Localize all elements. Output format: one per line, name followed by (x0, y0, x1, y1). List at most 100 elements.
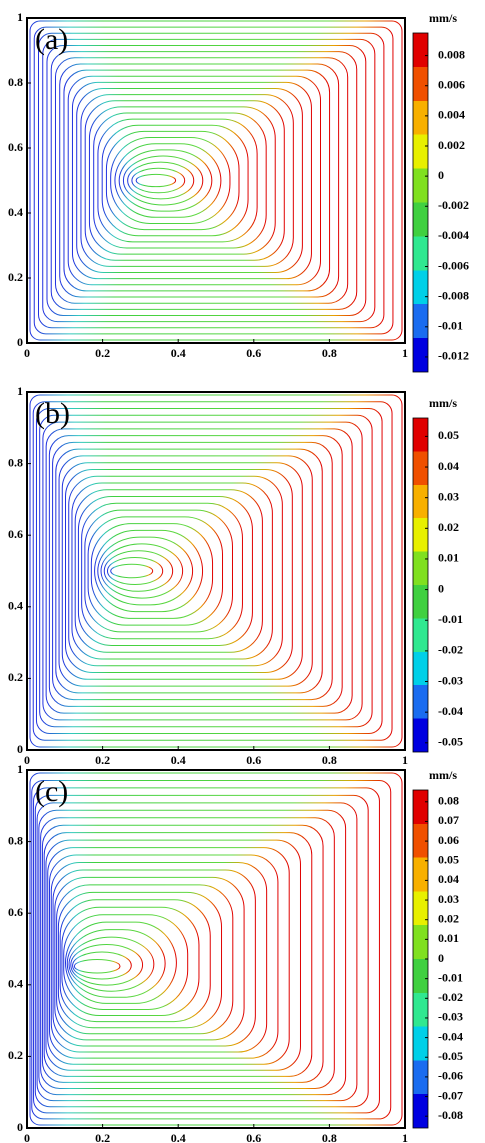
y-tick-label: 0 (17, 742, 23, 756)
colorbar-tick-label: -0.012 (438, 349, 469, 363)
streamline (29, 20, 403, 341)
colorbar-tick-label: 0.002 (438, 138, 465, 152)
y-tick-label: 1 (17, 762, 23, 776)
streamline (77, 496, 253, 646)
streamline (49, 854, 279, 1059)
colorbar-tick-label: 0.01 (438, 551, 459, 565)
x-tick-label: 0.6 (246, 1131, 261, 1143)
y-tick-label: 1 (17, 384, 23, 398)
colorbar-tick-label: 0.08 (438, 794, 459, 808)
colorbar-title: mm/s (429, 11, 457, 25)
streamline (31, 779, 392, 1120)
streamline (80, 94, 294, 267)
streamline (81, 502, 243, 640)
streamline (54, 57, 349, 304)
colorbar-tick-label: -0.004 (438, 228, 469, 242)
colorbar-tick-label: 0 (438, 581, 444, 595)
x-tick-label: 0.4 (171, 1131, 186, 1143)
streamline (58, 455, 313, 687)
streamline (76, 87, 303, 274)
streamline (97, 118, 258, 243)
y-tick-label: 0.8 (8, 833, 23, 847)
colorbar-tick-label: -0.03 (438, 673, 463, 687)
y-tick-label: 0.6 (8, 905, 23, 919)
y-tick-label: 0.4 (8, 205, 23, 219)
streamline (34, 794, 369, 1108)
panel-label: (a) (35, 23, 68, 56)
colorbar-tick-label: 0.05 (438, 428, 459, 442)
y-tick-label: 0.6 (8, 140, 23, 154)
colorbar-tick-label: 0.006 (438, 77, 465, 91)
colorbar-tick-label: -0.01 (438, 970, 463, 984)
colorbar-tick-label: -0.01 (438, 612, 463, 626)
x-tick-label: 0.6 (246, 346, 261, 360)
colorbar-tick-label: -0.03 (438, 1010, 463, 1024)
x-tick-label: 0.6 (246, 753, 261, 767)
streamline (72, 951, 132, 980)
streamline (122, 155, 204, 206)
streamline (70, 944, 144, 986)
y-tick-label: 0.4 (8, 599, 23, 613)
plot-frame (26, 769, 406, 1129)
streamline (100, 543, 184, 599)
streamline (33, 26, 394, 335)
x-tick-label: 1 (402, 1131, 408, 1143)
colorbar-tick-label: 0 (438, 951, 444, 965)
colorbar-tick-label: 0.04 (438, 459, 459, 473)
streamline (59, 899, 211, 1023)
plot-frame (26, 391, 406, 751)
streamline (106, 556, 164, 586)
streamline (40, 817, 335, 1090)
x-tick-label: 0.2 (95, 1131, 110, 1143)
panel-label: (c) (35, 775, 68, 808)
y-tick-label: 0.8 (8, 455, 23, 469)
y-tick-label: 0.6 (8, 527, 23, 541)
colorbar-tick-label: 0.03 (438, 489, 459, 503)
colorbar (412, 32, 429, 373)
colorbar-tick-label: -0.01 (438, 319, 463, 333)
streamline (66, 929, 166, 998)
colorbar-tick-label: -0.06 (438, 1069, 463, 1083)
colorbar-tick-label: -0.08 (438, 1108, 463, 1122)
streamline (42, 38, 376, 323)
streamline (61, 462, 303, 680)
streamline (50, 861, 268, 1053)
streamline (39, 414, 373, 728)
x-tick-label: 0 (24, 1131, 30, 1143)
streamline (131, 167, 186, 194)
y-tick-label: 1 (17, 10, 23, 24)
x-tick-label: 0 (24, 346, 30, 360)
x-tick-label: 0.8 (322, 753, 337, 767)
colorbar-tick-label: 0.01 (438, 931, 459, 945)
x-tick-label: 0.2 (95, 753, 110, 767)
streamline (52, 869, 256, 1047)
colorbar-tick-label: -0.05 (438, 735, 463, 749)
streamline (33, 787, 380, 1114)
streamline (118, 149, 213, 212)
streamline (32, 401, 393, 741)
colorbar-tick-label: 0.04 (438, 872, 459, 886)
colorbar-tick-label: 0.05 (438, 852, 459, 866)
colorbar-tick-label: -0.002 (438, 198, 469, 212)
streamline (35, 408, 383, 734)
plot-frame (26, 17, 406, 344)
colorbar-tick-label: -0.07 (438, 1088, 463, 1102)
streamline (103, 550, 174, 592)
colorbar-tick-label: 0.06 (438, 833, 459, 847)
y-tick-label: 0.4 (8, 977, 23, 991)
y-tick-label: 0.2 (8, 670, 23, 684)
streamline (93, 112, 267, 249)
x-tick-label: 0.8 (322, 1131, 337, 1143)
streamline (52, 441, 333, 701)
x-tick-label: 0.2 (95, 346, 110, 360)
colorbar (412, 417, 429, 753)
streamline (101, 124, 249, 237)
streamline (56, 884, 234, 1035)
streamline (64, 921, 177, 1004)
streamline (73, 958, 121, 974)
colorbar-tick-label: 0.008 (438, 47, 465, 61)
x-tick-label: 1 (402, 346, 408, 360)
streamline (38, 809, 347, 1096)
x-tick-label: 0.8 (322, 346, 337, 360)
